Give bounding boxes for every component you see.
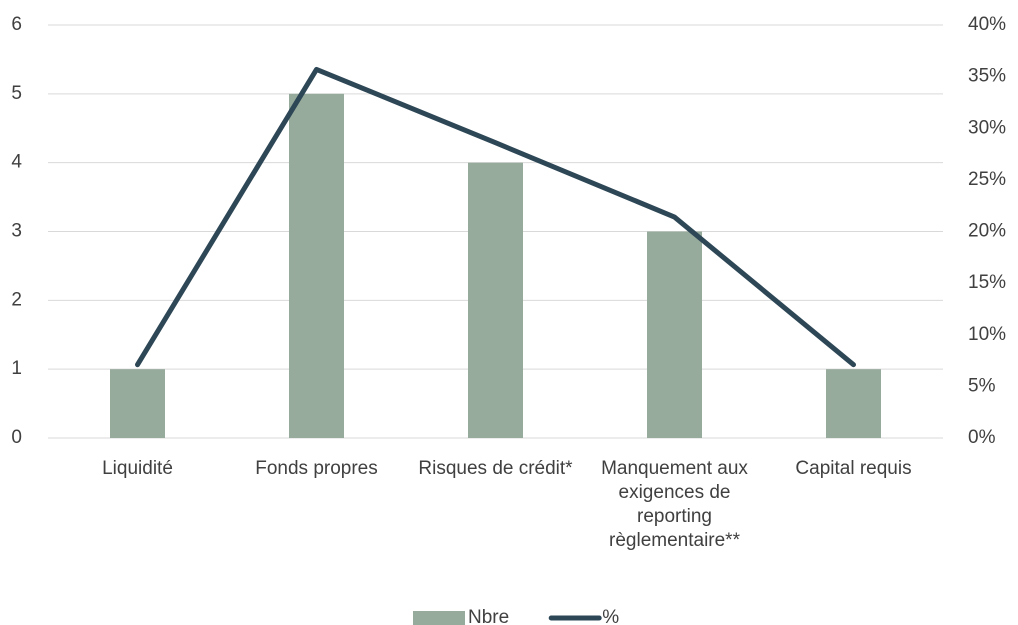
y2-tick-label: 30%: [968, 117, 1006, 138]
x-tick-label: Liquidité: [102, 458, 173, 479]
bar: [110, 369, 165, 438]
x-tick-label: Fonds propres: [255, 458, 378, 479]
legend-label: %: [602, 607, 619, 625]
y-tick-label: 0: [11, 427, 22, 448]
y2-tick-label: 15%: [968, 272, 1006, 293]
legend-swatch: [413, 611, 465, 625]
y2-tick-label: 0%: [968, 427, 996, 448]
x-tick-label: Capital requis: [795, 458, 912, 479]
y2-tick-label: 25%: [968, 169, 1006, 190]
line: [135, 66, 856, 368]
legend-label: Nbre: [468, 607, 509, 625]
bar: [647, 231, 702, 438]
bar: [468, 162, 523, 438]
y2-tick-label: 5%: [968, 375, 996, 396]
x-tick-label: Risques de crédit*: [418, 458, 573, 479]
y2-tick-label: 10%: [968, 324, 1006, 345]
y-tick-label: 6: [11, 14, 22, 35]
y-tick-label: 4: [11, 152, 22, 173]
y-tick-label: 3: [11, 221, 22, 242]
y-tick-label: 2: [11, 289, 22, 310]
y-tick-label: 5: [11, 83, 22, 104]
bar: [826, 369, 881, 438]
y2-tick-label: 20%: [968, 221, 1006, 242]
y2-tick-label: 40%: [968, 14, 1006, 35]
bar: [289, 93, 344, 438]
y-tick-label: 1: [11, 358, 22, 379]
y2-tick-label: 35%: [968, 66, 1006, 87]
x-tick-label: Manquement aux exigences de reporting rè…: [601, 458, 748, 551]
